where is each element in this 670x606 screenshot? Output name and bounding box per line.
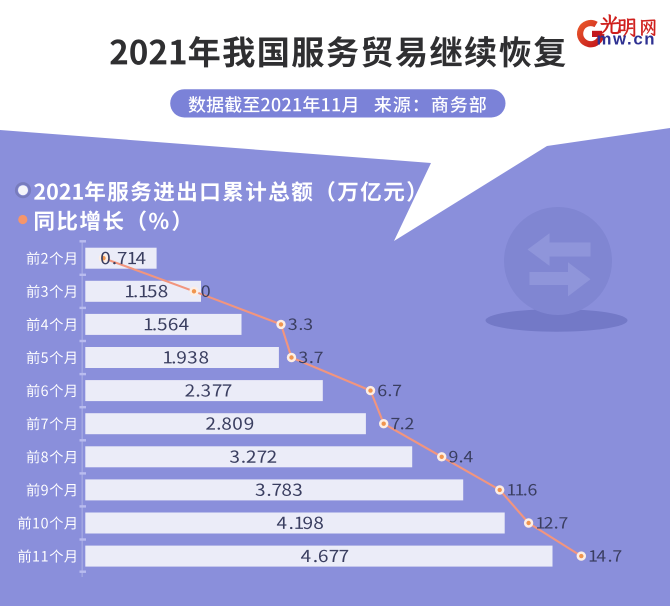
svg-text:mw.cn: mw.cn bbox=[597, 30, 657, 49]
